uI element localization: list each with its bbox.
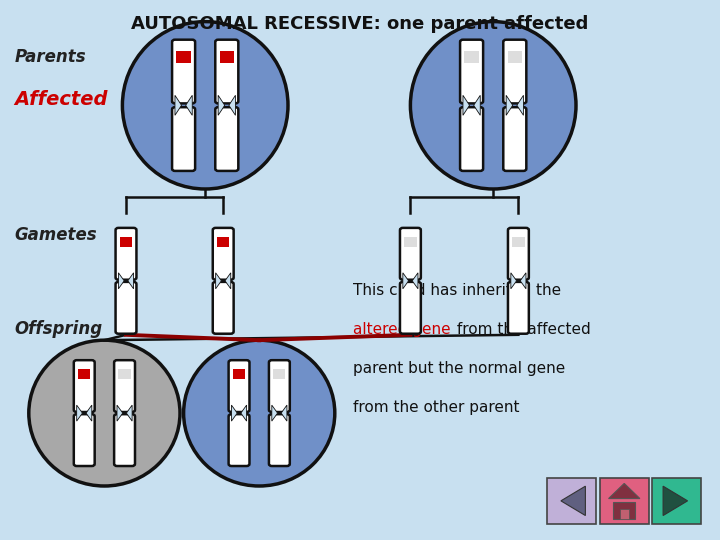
- Polygon shape: [521, 273, 526, 289]
- FancyBboxPatch shape: [508, 51, 522, 63]
- Polygon shape: [76, 405, 82, 421]
- Ellipse shape: [184, 340, 335, 486]
- Text: Gametes: Gametes: [14, 226, 97, 244]
- Text: Offspring: Offspring: [14, 320, 102, 339]
- FancyBboxPatch shape: [118, 369, 131, 379]
- FancyBboxPatch shape: [213, 282, 233, 334]
- FancyBboxPatch shape: [503, 107, 526, 171]
- FancyBboxPatch shape: [400, 282, 420, 334]
- Polygon shape: [511, 273, 516, 289]
- FancyBboxPatch shape: [652, 478, 701, 524]
- Polygon shape: [517, 95, 523, 115]
- Polygon shape: [216, 273, 221, 289]
- Polygon shape: [463, 95, 469, 115]
- FancyBboxPatch shape: [114, 414, 135, 466]
- FancyBboxPatch shape: [115, 282, 136, 334]
- FancyBboxPatch shape: [228, 360, 249, 412]
- FancyBboxPatch shape: [464, 51, 479, 63]
- Polygon shape: [403, 273, 408, 289]
- FancyBboxPatch shape: [78, 369, 91, 379]
- Text: from the affected: from the affected: [452, 322, 591, 337]
- FancyBboxPatch shape: [269, 414, 289, 466]
- Polygon shape: [128, 273, 134, 289]
- FancyBboxPatch shape: [215, 107, 238, 171]
- FancyBboxPatch shape: [405, 237, 416, 247]
- Polygon shape: [186, 95, 192, 115]
- FancyBboxPatch shape: [172, 40, 195, 104]
- Text: Affected: Affected: [14, 90, 108, 110]
- FancyBboxPatch shape: [120, 237, 132, 247]
- Ellipse shape: [122, 22, 288, 189]
- FancyBboxPatch shape: [217, 237, 229, 247]
- Polygon shape: [506, 95, 513, 115]
- FancyBboxPatch shape: [233, 369, 245, 379]
- FancyBboxPatch shape: [547, 478, 596, 524]
- Polygon shape: [86, 405, 92, 421]
- FancyBboxPatch shape: [73, 414, 95, 466]
- Polygon shape: [218, 95, 225, 115]
- Polygon shape: [413, 273, 418, 289]
- Text: from the other parent: from the other parent: [353, 400, 519, 415]
- Polygon shape: [127, 405, 132, 421]
- FancyBboxPatch shape: [220, 51, 234, 63]
- Polygon shape: [474, 95, 480, 115]
- Polygon shape: [663, 486, 688, 516]
- FancyBboxPatch shape: [513, 237, 524, 247]
- FancyBboxPatch shape: [215, 40, 238, 104]
- Polygon shape: [272, 405, 277, 421]
- Text: altered gene: altered gene: [353, 322, 451, 337]
- FancyBboxPatch shape: [73, 360, 95, 412]
- FancyBboxPatch shape: [115, 228, 136, 280]
- FancyBboxPatch shape: [508, 282, 528, 334]
- FancyBboxPatch shape: [613, 502, 635, 519]
- Polygon shape: [225, 273, 230, 289]
- Text: parent but the normal gene: parent but the normal gene: [353, 361, 565, 376]
- FancyBboxPatch shape: [600, 478, 649, 524]
- FancyBboxPatch shape: [172, 107, 195, 171]
- FancyBboxPatch shape: [400, 228, 420, 280]
- FancyBboxPatch shape: [460, 107, 483, 171]
- FancyBboxPatch shape: [114, 360, 135, 412]
- FancyBboxPatch shape: [228, 414, 249, 466]
- FancyBboxPatch shape: [508, 228, 528, 280]
- Polygon shape: [608, 483, 640, 498]
- Polygon shape: [231, 405, 237, 421]
- Polygon shape: [561, 486, 585, 516]
- Polygon shape: [282, 405, 287, 421]
- Polygon shape: [117, 405, 122, 421]
- Text: AUTOSOMAL RECESSIVE: one parent affected: AUTOSOMAL RECESSIVE: one parent affected: [131, 15, 589, 33]
- FancyBboxPatch shape: [176, 51, 191, 63]
- Polygon shape: [229, 95, 235, 115]
- FancyBboxPatch shape: [620, 509, 629, 519]
- Ellipse shape: [410, 22, 576, 189]
- Text: Parents: Parents: [14, 48, 86, 66]
- Polygon shape: [241, 405, 246, 421]
- FancyBboxPatch shape: [269, 360, 289, 412]
- Polygon shape: [175, 95, 181, 115]
- Ellipse shape: [29, 340, 180, 486]
- FancyBboxPatch shape: [460, 40, 483, 104]
- FancyBboxPatch shape: [503, 40, 526, 104]
- Text: This child has inherited the: This child has inherited the: [353, 283, 561, 298]
- FancyBboxPatch shape: [274, 369, 285, 379]
- Polygon shape: [118, 273, 124, 289]
- FancyBboxPatch shape: [213, 228, 233, 280]
